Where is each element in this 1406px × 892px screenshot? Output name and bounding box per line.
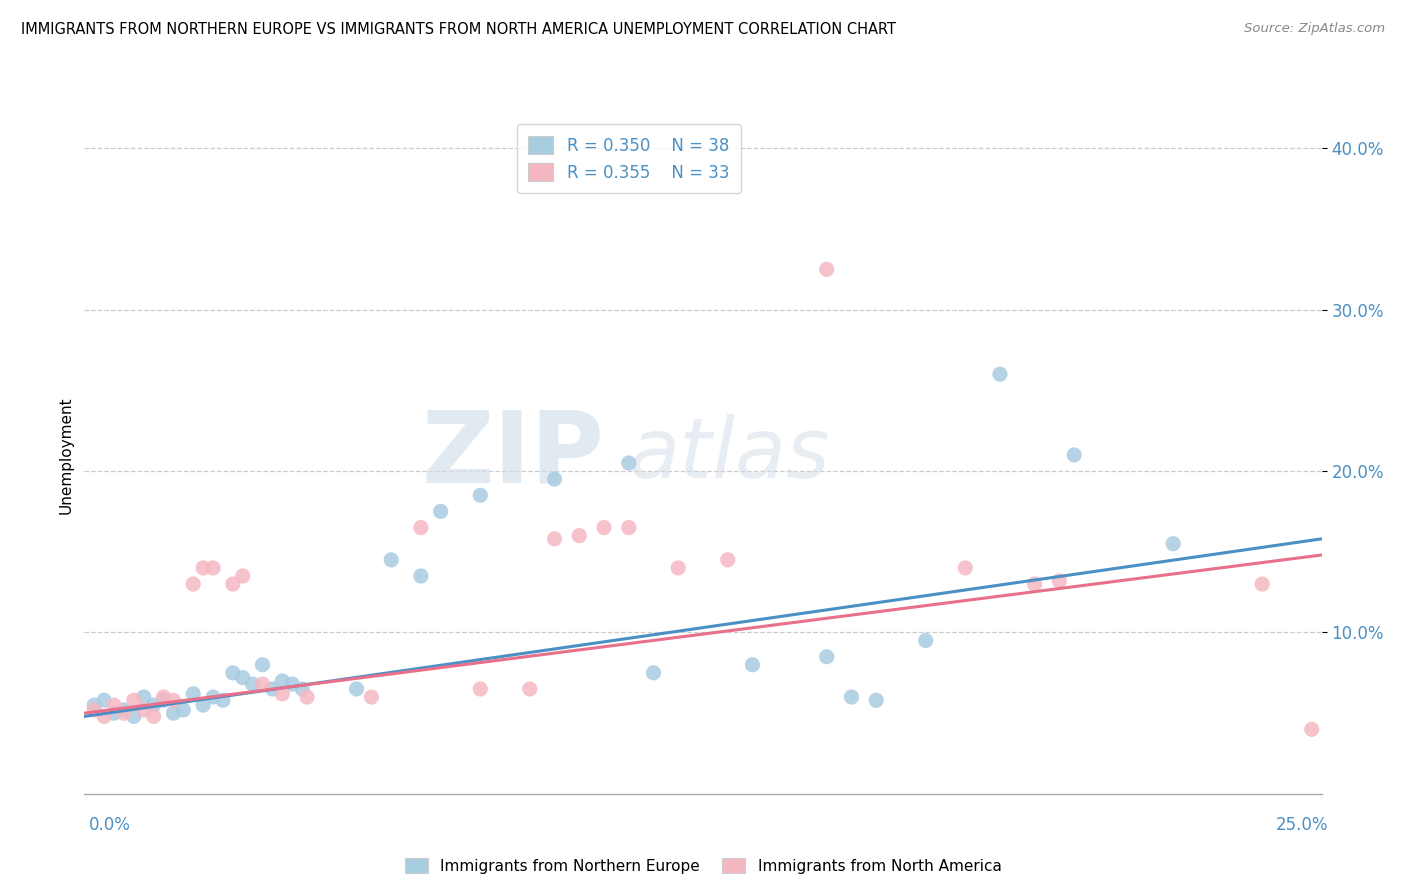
Point <box>360 690 382 704</box>
Point <box>666 561 689 575</box>
Point <box>202 690 225 704</box>
Point <box>519 681 541 696</box>
Point <box>83 698 105 712</box>
Text: 25.0%: 25.0% <box>1277 816 1329 834</box>
Point <box>191 561 214 575</box>
Point <box>568 528 591 542</box>
Point <box>242 677 264 691</box>
Point <box>380 553 402 567</box>
Point <box>152 693 174 707</box>
Point <box>271 673 294 688</box>
Point <box>741 657 763 672</box>
Point <box>252 657 274 672</box>
Point <box>142 698 165 712</box>
Point <box>346 681 368 696</box>
Point <box>212 693 235 707</box>
Point <box>181 577 204 591</box>
Point <box>717 553 740 567</box>
Point <box>409 520 432 534</box>
Point <box>132 690 155 704</box>
Point <box>172 703 194 717</box>
Text: ZIP: ZIP <box>422 407 605 503</box>
Point <box>543 532 565 546</box>
Point <box>470 681 492 696</box>
Text: Source: ZipAtlas.com: Source: ZipAtlas.com <box>1244 22 1385 36</box>
Point <box>232 569 254 583</box>
Point <box>1063 448 1085 462</box>
Point <box>643 665 665 680</box>
Y-axis label: Unemployment: Unemployment <box>58 396 73 514</box>
Point <box>83 703 105 717</box>
Point <box>291 681 314 696</box>
Point <box>1301 723 1323 737</box>
Point <box>470 488 492 502</box>
Point <box>132 703 155 717</box>
Point <box>142 709 165 723</box>
Point <box>232 671 254 685</box>
Point <box>112 703 135 717</box>
Point <box>914 633 936 648</box>
Point <box>815 649 838 664</box>
Point <box>103 698 125 712</box>
Text: IMMIGRANTS FROM NORTHERN EUROPE VS IMMIGRANTS FROM NORTH AMERICA UNEMPLOYMENT CO: IMMIGRANTS FROM NORTHERN EUROPE VS IMMIG… <box>21 22 896 37</box>
Point <box>93 693 115 707</box>
Point <box>152 690 174 704</box>
Point <box>865 693 887 707</box>
Point <box>122 709 145 723</box>
Point <box>162 693 184 707</box>
Point <box>271 687 294 701</box>
Point <box>93 709 115 723</box>
Point <box>988 368 1011 382</box>
Point <box>295 690 318 704</box>
Point <box>543 472 565 486</box>
Point <box>202 561 225 575</box>
Point <box>1024 577 1046 591</box>
Point <box>181 687 204 701</box>
Point <box>1251 577 1274 591</box>
Point <box>252 677 274 691</box>
Point <box>409 569 432 583</box>
Point <box>617 456 640 470</box>
Point <box>593 520 616 534</box>
Point <box>222 577 245 591</box>
Point <box>1161 537 1184 551</box>
Point <box>162 706 184 721</box>
Text: atlas: atlas <box>628 415 831 495</box>
Point <box>841 690 863 704</box>
Point <box>617 520 640 534</box>
Point <box>281 677 304 691</box>
Point <box>191 698 214 712</box>
Point <box>112 706 135 721</box>
Point <box>1047 574 1070 588</box>
Text: 0.0%: 0.0% <box>89 816 131 834</box>
Point <box>222 665 245 680</box>
Point <box>429 504 451 518</box>
Point <box>262 681 284 696</box>
Point <box>122 693 145 707</box>
Point <box>815 262 838 277</box>
Legend: R = 0.350    N = 38, R = 0.355    N = 33: R = 0.350 N = 38, R = 0.355 N = 33 <box>516 124 741 194</box>
Point <box>103 706 125 721</box>
Legend: Immigrants from Northern Europe, Immigrants from North America: Immigrants from Northern Europe, Immigra… <box>398 852 1008 880</box>
Point <box>955 561 977 575</box>
